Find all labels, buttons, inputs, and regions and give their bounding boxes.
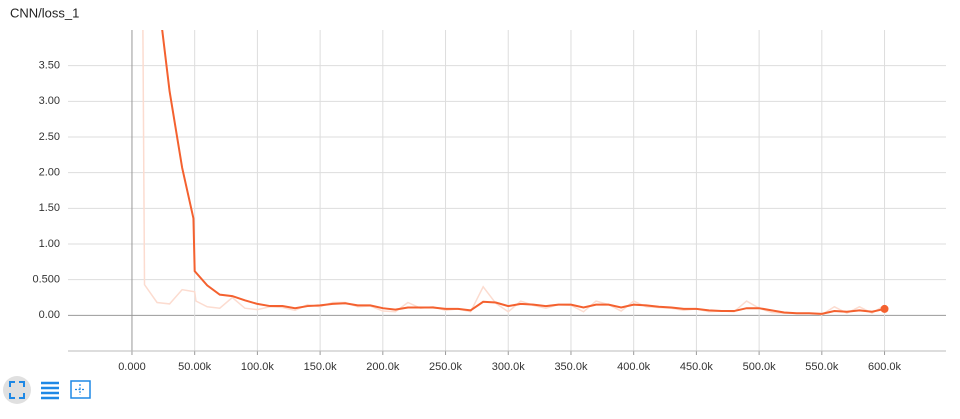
- x-tick-label: 450.0k: [680, 361, 714, 373]
- x-tick-label: 350.0k: [554, 361, 588, 373]
- y-tick-label: 0.00: [39, 309, 60, 321]
- plot: [142, 30, 889, 316]
- y-tick-label: 3.50: [39, 60, 60, 72]
- x-tick-label: 150.0k: [304, 361, 338, 373]
- x-tick-label: 500.0k: [743, 361, 777, 373]
- x-tick-label: 400.0k: [617, 361, 651, 373]
- x-tick-label: 100.0k: [241, 361, 275, 373]
- y-tick-label: 3.00: [39, 95, 60, 107]
- x-tick-label: 300.0k: [492, 361, 526, 373]
- data-table-button[interactable]: [41, 381, 59, 400]
- chart-title: CNN/loss_1: [10, 5, 79, 20]
- x-tick-label: 250.0k: [429, 361, 463, 373]
- x-tick-label: 600.0k: [868, 361, 902, 373]
- x-tick-label: 0.000: [118, 361, 146, 373]
- labels: 0.00 0.500 1.00 1.50 2.00 2.50 3.00 3.50 0.000 50…: [32, 60, 901, 373]
- expand-button[interactable]: [3, 376, 31, 404]
- y-tick-label: 0.500: [32, 274, 60, 286]
- series-line: [142, 30, 885, 316]
- x-tick-label: 550.0k: [805, 361, 839, 373]
- y-tick-label: 2.00: [39, 167, 60, 179]
- series-line: [161, 30, 885, 315]
- fit-domain-button[interactable]: [70, 380, 91, 399]
- x-tick-label: 50.00k: [178, 361, 212, 373]
- y-tick-label: 1.00: [39, 238, 60, 250]
- last-point: [880, 304, 889, 313]
- x-tick-label: 200.0k: [366, 361, 400, 373]
- y-tick-label: 2.50: [39, 131, 60, 143]
- y-tick-label: 1.50: [39, 202, 60, 214]
- grid: [68, 30, 946, 355]
